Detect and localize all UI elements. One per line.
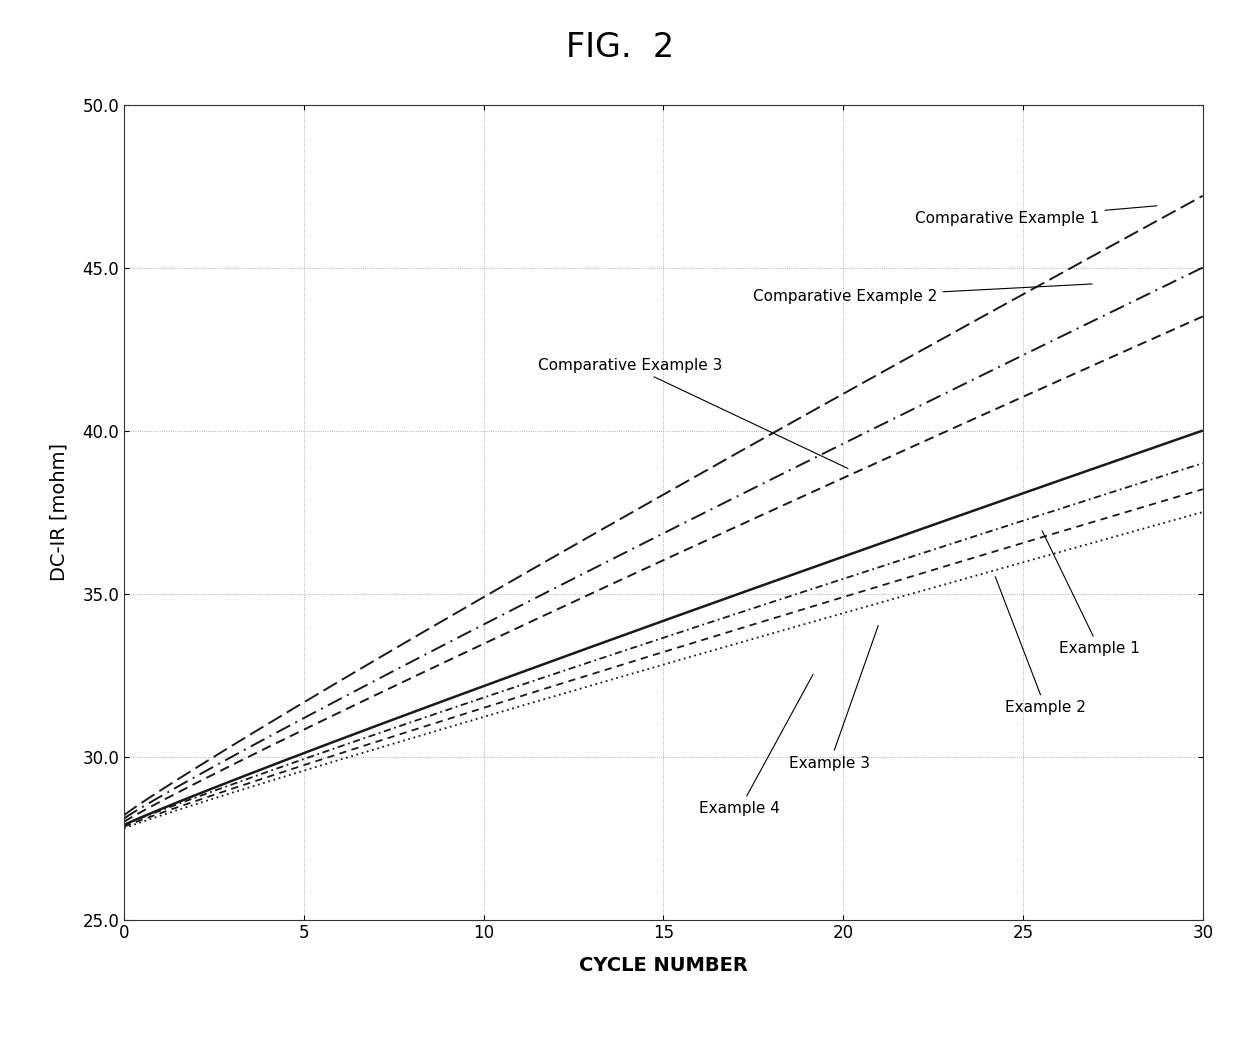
Y-axis label: DC-IR [mohm]: DC-IR [mohm] [50, 443, 68, 581]
X-axis label: CYCLE NUMBER: CYCLE NUMBER [579, 956, 748, 975]
Text: Comparative Example 3: Comparative Example 3 [538, 357, 848, 468]
Text: Example 3: Example 3 [789, 626, 878, 770]
Text: Example 4: Example 4 [699, 674, 813, 816]
Text: FIG.  2: FIG. 2 [565, 31, 675, 65]
Text: Comparative Example 1: Comparative Example 1 [915, 206, 1157, 226]
Text: Comparative Example 2: Comparative Example 2 [754, 284, 1092, 304]
Text: Example 2: Example 2 [996, 577, 1086, 715]
Text: Example 1: Example 1 [1042, 531, 1140, 656]
